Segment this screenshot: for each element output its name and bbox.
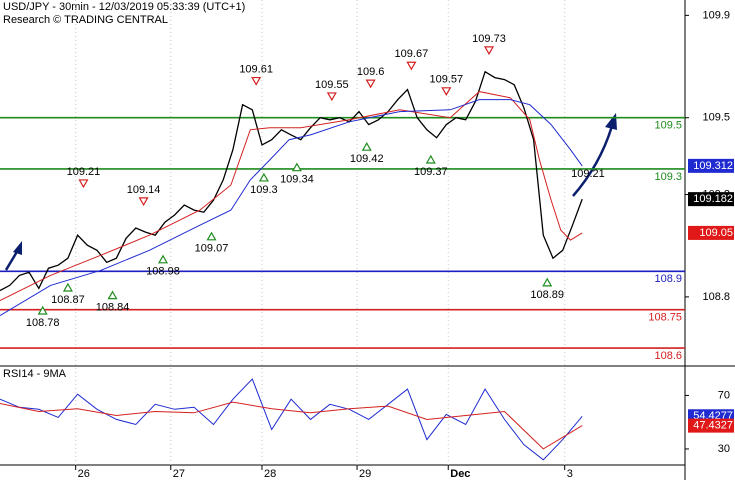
pivot-label: 108.87 [51,294,85,306]
pivot-marker [542,277,553,287]
y-tick-label: 109.5 [702,112,730,124]
pivot-label: 109.3 [250,184,278,196]
level-label: 109.5 [654,120,682,132]
last-value-label: 47.4327 [693,420,733,432]
pivot-label: 109.61 [239,63,273,75]
last-value-box [688,418,734,433]
pivot-label: 109.57 [429,74,463,86]
x-tick-label: Dec [450,468,470,480]
pivot-marker [37,305,48,315]
series-line [0,401,583,450]
x-tick-label: 26 [78,468,90,480]
x-tick-label: 29 [359,468,371,480]
series-line [0,99,583,317]
pivot-marker [78,179,89,189]
pivot-label: 109.14 [127,184,161,196]
pivot-marker [206,231,217,241]
level-label: 108.9 [654,273,682,285]
target-label: 109.21 [571,168,605,180]
y-tick-label: 70 [718,389,730,401]
pivot-label: 109.37 [414,166,448,178]
pivot-marker [291,162,302,172]
series-line [0,378,583,461]
last-value-label: 109.05 [699,227,733,239]
pivot-label: 109.21 [67,166,101,178]
y-tick-label: 108.8 [702,291,730,303]
pivot-label: 108.98 [146,266,180,278]
pivot-marker [441,87,452,97]
pivot-marker [406,61,417,71]
pivot-marker [157,254,169,264]
y-tick-label: 109.9 [702,9,730,21]
pivot-marker [107,290,118,300]
pivot-marker [365,79,376,89]
pivot-label: 109.42 [350,153,384,165]
pivot-label: 109.73 [472,33,506,45]
level-label: 108.75 [648,312,682,324]
pivot-marker [483,46,495,56]
y-tick-label: 30 [718,443,730,455]
pivot-marker [326,92,337,102]
last-value-label: 109.182 [693,193,733,205]
pivot-label: 108.89 [530,289,564,301]
pivot-label: 109.6 [357,66,385,78]
last-value-box [688,192,734,207]
pivot-marker [138,197,149,207]
pivot-marker [251,76,262,86]
level-label: 108.6 [654,350,682,362]
level-label: 109.3 [654,171,682,183]
pivot-marker [361,142,372,151]
pivot-marker [258,172,269,182]
header-title: USD/JPY - 30min - 12/03/2019 05:33:39 (U… [3,1,245,13]
x-tick-label: 27 [173,468,185,480]
rsi-title: RSI14 - 9MA [3,368,67,380]
pivot-marker [62,282,73,292]
pivot-marker [425,154,436,164]
pivot-label: 109.67 [395,48,429,60]
pivot-label: 109.07 [195,243,229,255]
pivot-label: 108.84 [96,302,130,314]
header-subtitle: Research © TRADING CENTRAL [3,14,168,26]
x-tick-label: 28 [264,468,276,480]
series-line [0,70,583,292]
pivot-label: 109.55 [315,79,349,91]
pivot-label: 108.78 [26,317,60,329]
last-value-label: 109.312 [693,160,733,172]
last-value-box [688,225,734,240]
last-value-box [688,158,734,173]
series-line [0,91,583,301]
pivot-label: 109.34 [280,174,314,186]
x-tick-label: 3 [567,468,573,480]
